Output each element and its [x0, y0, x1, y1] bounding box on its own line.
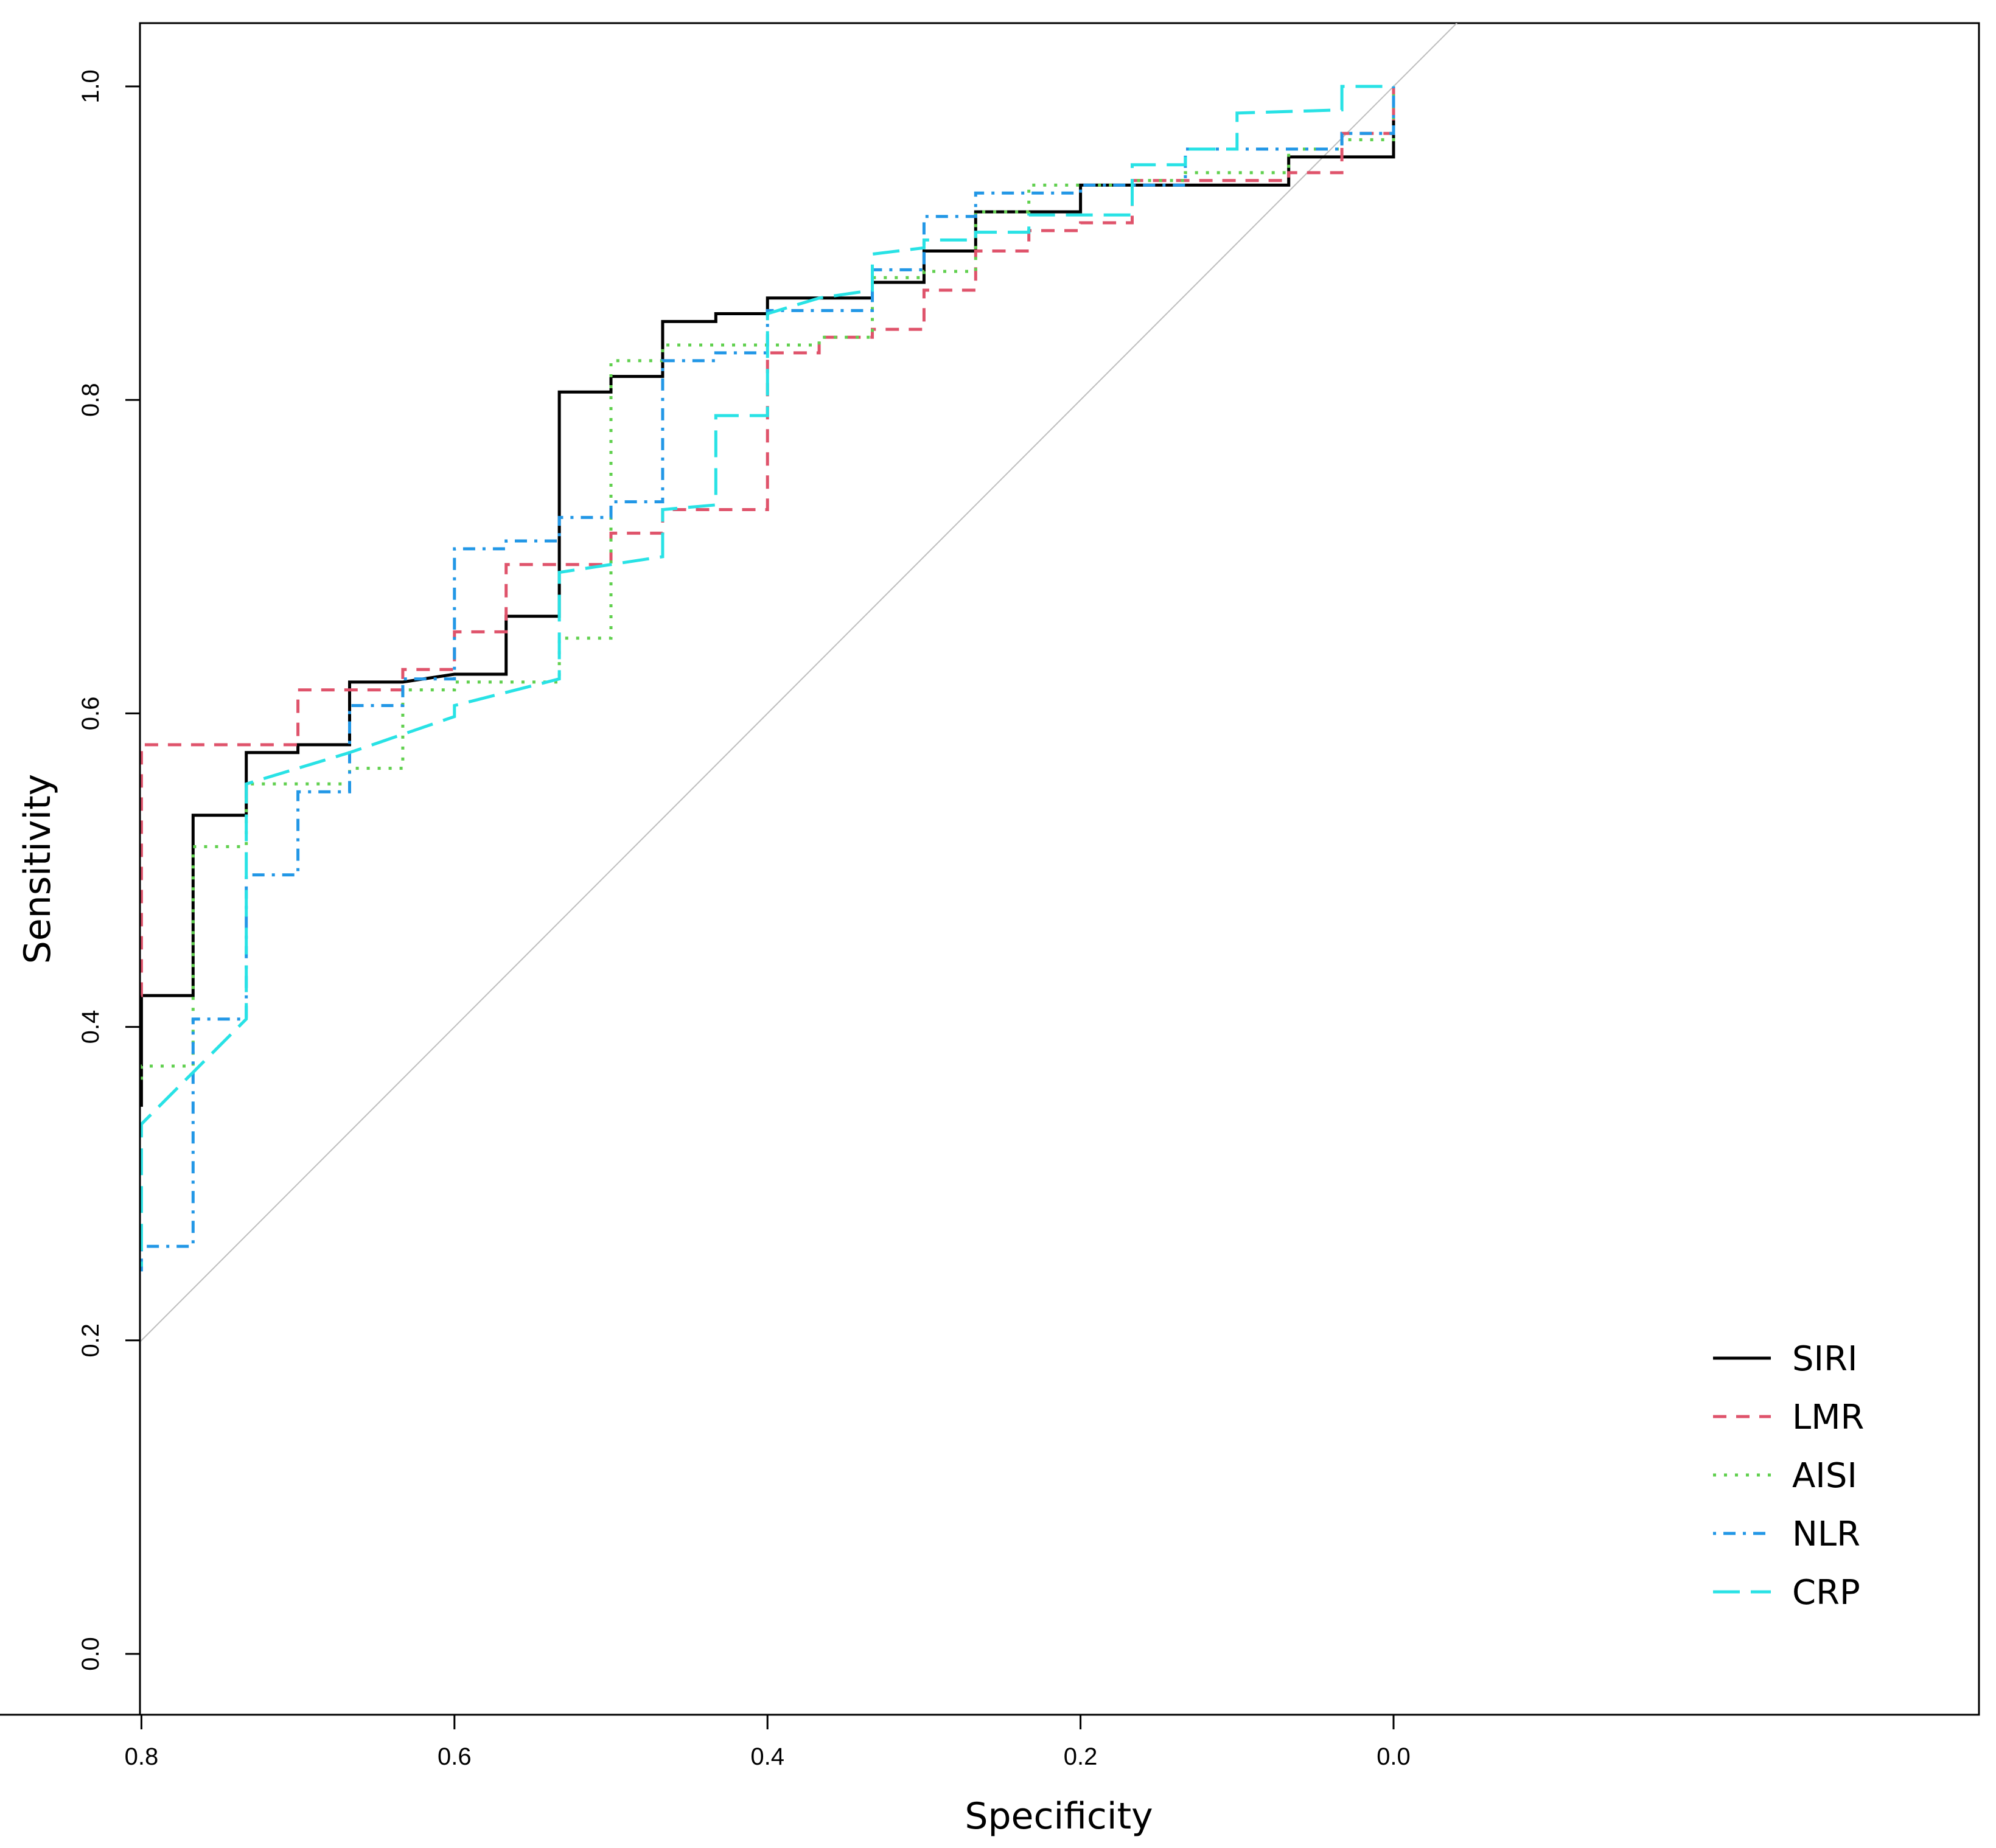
y-tick-label: 1.0 — [77, 69, 104, 103]
reference-diagonal — [140, 23, 1458, 1343]
y-tick-label: 0.0 — [77, 1637, 104, 1671]
legend-item-siri: SIRI — [1713, 1339, 1858, 1379]
plot-frame — [139, 22, 1980, 1716]
x-tick-label: 0.6 — [438, 1743, 472, 1770]
legend-label: SIRI — [1792, 1339, 1858, 1379]
legend-item-lmr: LMR — [1713, 1398, 1864, 1437]
x-tick-label: 0.8 — [125, 1743, 159, 1770]
legend-label: AISI — [1792, 1456, 1857, 1496]
legend-label: CRP — [1792, 1573, 1860, 1613]
y-tick-label: 0.8 — [77, 383, 104, 417]
y-tick-label: 0.4 — [77, 1010, 104, 1044]
legend: SIRI LMR AISI NLR CRP — [1713, 1339, 1864, 1613]
legend-item-aisi: AISI — [1713, 1456, 1857, 1496]
x-tick-label: 0.4 — [750, 1743, 784, 1770]
x-tick-label: 0.2 — [1064, 1743, 1098, 1770]
y-tick-label: 0.2 — [77, 1323, 104, 1358]
legend-label: NLR — [1792, 1515, 1860, 1554]
y-tick-label: 0.6 — [77, 697, 104, 731]
x-axis: 1.00.80.60.40.20.0 — [0, 1714, 1411, 1770]
series-line-siri — [140, 86, 1395, 1107]
legend-label: LMR — [1792, 1398, 1864, 1437]
series-line-nlr — [140, 86, 1395, 1272]
y-axis-title: Sensitivity — [16, 774, 59, 964]
series-line-lmr — [140, 86, 1395, 997]
x-tick-label: 0.0 — [1377, 1743, 1411, 1770]
legend-item-nlr: NLR — [1713, 1515, 1860, 1554]
y-axis: 0.0 0.2 0.4 0.6 0.8 1.0 — [77, 69, 141, 1671]
legend-item-crp: CRP — [1713, 1573, 1860, 1613]
x-axis-title: Specificity — [965, 1795, 1153, 1838]
